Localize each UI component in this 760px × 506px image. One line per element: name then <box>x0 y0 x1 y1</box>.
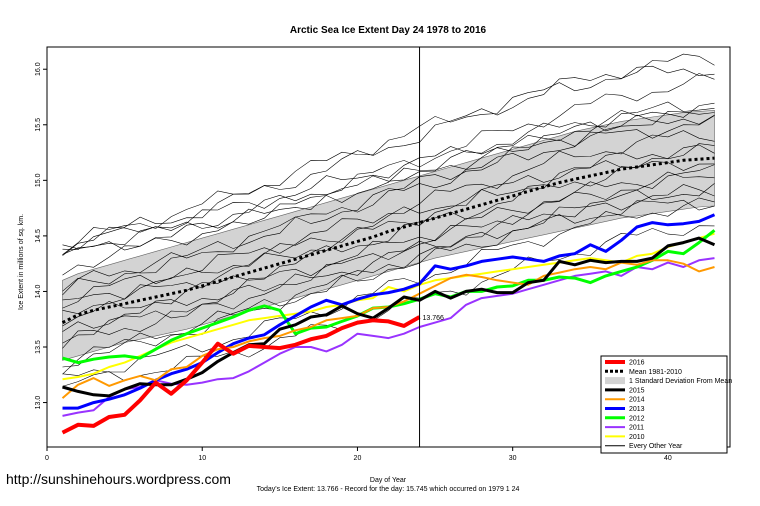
x-tick-label: 40 <box>664 455 672 462</box>
other-year-line <box>62 184 715 368</box>
y-tick-label: 13.5 <box>35 340 42 354</box>
legend-label: 2014 <box>629 397 645 404</box>
other-year-line <box>62 114 715 296</box>
other-year-line <box>62 160 715 327</box>
other-year-line <box>62 53 715 251</box>
y-axis-label: Ice Extent in millions of sq. km. <box>18 214 25 310</box>
other-year-line <box>62 199 715 375</box>
x-tick-label: 10 <box>198 455 206 462</box>
other-year-line <box>62 130 715 309</box>
other-year-line <box>62 143 715 301</box>
sd-band <box>62 109 715 361</box>
series-line-2016 <box>61 315 421 435</box>
mean-layer <box>61 156 715 324</box>
y-tick-label: 14.5 <box>35 229 42 243</box>
x-axis-label: Day of Year <box>370 477 407 484</box>
footer-record: Today's Ice Extent: 13.766 - Record for … <box>257 486 520 493</box>
plot-frame <box>46 46 731 448</box>
y-tick-label: 16.0 <box>35 62 42 76</box>
legend-label: 1 Standard Deviation From Mean <box>629 378 732 385</box>
series-line-2010 <box>62 232 715 381</box>
legend-label: 2012 <box>629 415 645 422</box>
series-line-2015 <box>62 236 716 398</box>
y-tick-label: 15.5 <box>35 118 42 132</box>
other-year-line <box>62 171 715 344</box>
other-year-line <box>62 102 715 255</box>
axes: 0 10 20 30 40 13.0 13.5 14.0 14.5 15.0 15.5 16.0 <box>35 62 672 462</box>
x-tick-label: 0 <box>45 455 49 462</box>
legend-label: 2015 <box>629 387 645 394</box>
x-tick-label: 30 <box>509 455 517 462</box>
legend-label: 2016 <box>629 360 645 367</box>
other-years-layer <box>62 53 715 387</box>
other-year-line <box>62 110 715 276</box>
other-year-line <box>62 144 715 315</box>
legend-label: Mean 1981-2010 <box>629 369 682 376</box>
chart-title: Arctic Sea Ice Extent Day 24 1978 to 201… <box>290 25 487 36</box>
other-year-line <box>62 101 715 256</box>
legend-swatch <box>605 377 625 385</box>
legend-label: Every Other Year <box>629 443 683 450</box>
mean-line <box>61 156 715 324</box>
y-tick-label: 15.0 <box>35 173 42 187</box>
other-year-line <box>62 115 715 292</box>
other-year-line <box>62 164 715 332</box>
other-year-line <box>62 197 715 376</box>
watermark-url: http://sunshinehours.wordpress.com <box>6 471 231 487</box>
current-value-label: 13.766 <box>423 315 445 322</box>
legend: 2016 Mean 1981-2010 1 Standard Deviation F… <box>600 355 732 454</box>
other-year-line <box>62 183 715 349</box>
legend-label: 2013 <box>629 406 645 413</box>
x-tick-label: 20 <box>354 455 362 462</box>
legend-label: 2010 <box>629 434 645 441</box>
y-tick-label: 14.0 <box>35 285 42 299</box>
y-tick-label: 13.0 <box>35 396 42 410</box>
other-year-line <box>62 65 715 255</box>
series-line-2013 <box>62 213 716 410</box>
legend-label: 2011 <box>629 425 644 432</box>
other-year-line <box>62 73 715 250</box>
highlight-series-layer <box>61 213 716 435</box>
sd-band-layer <box>62 109 715 361</box>
